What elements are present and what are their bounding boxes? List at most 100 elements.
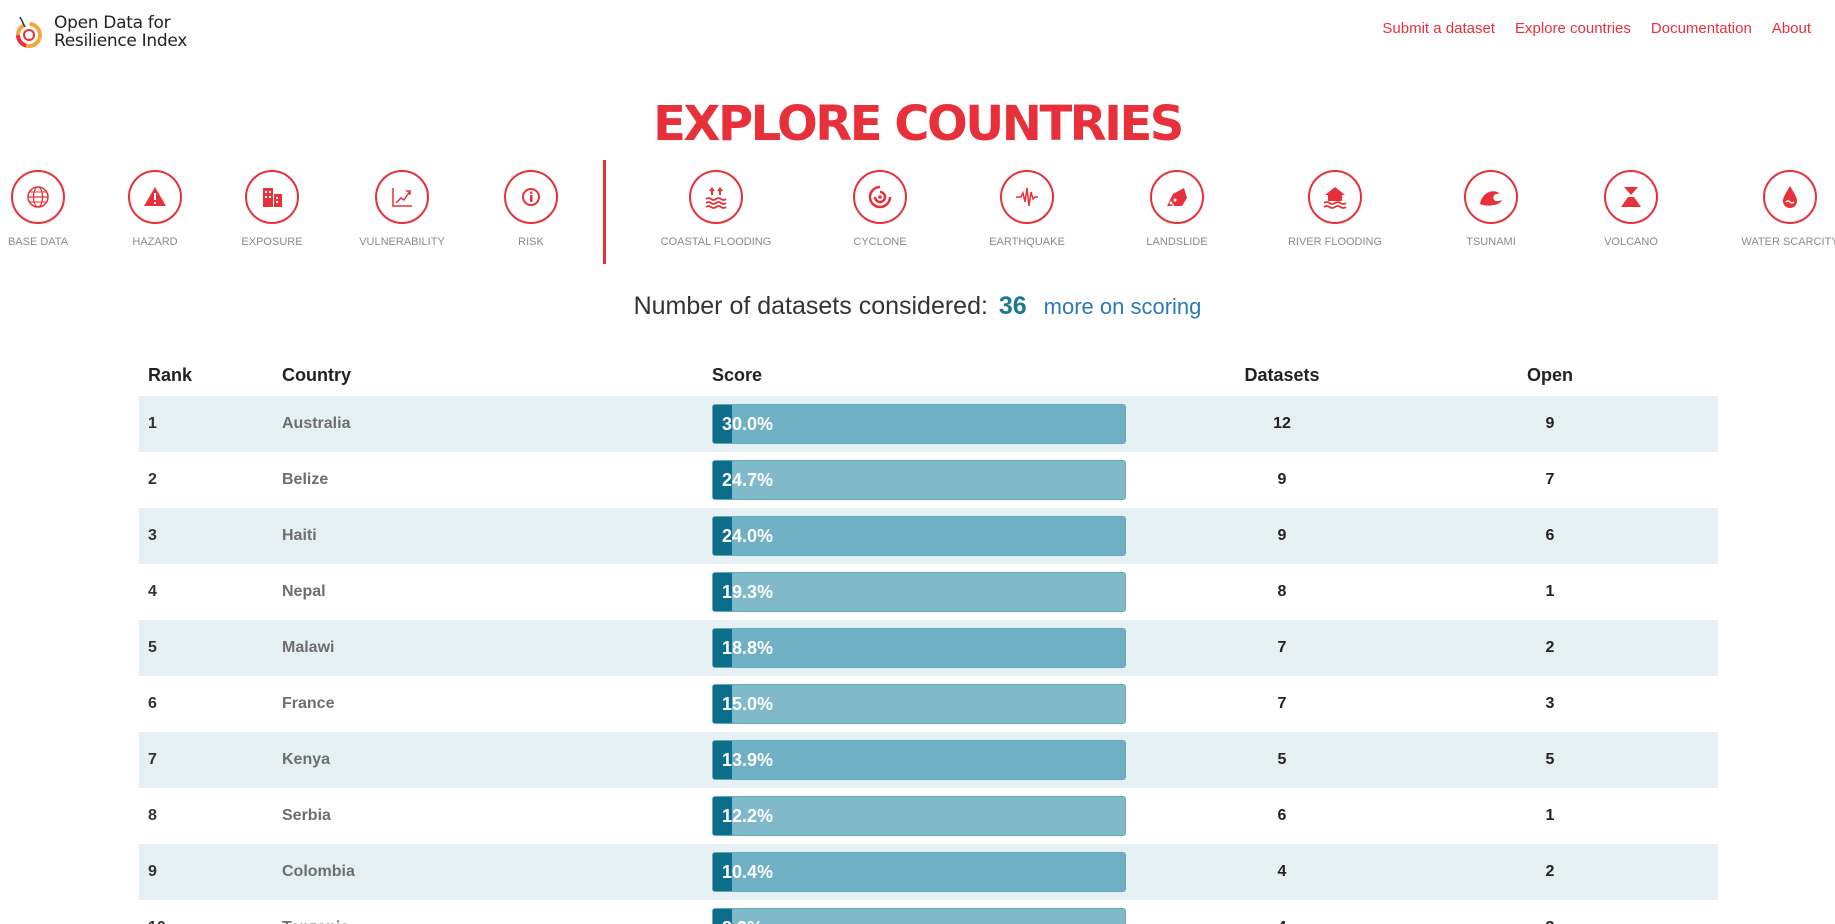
score-bar: 12.2% — [712, 796, 1126, 836]
row-rank: 3 — [148, 527, 157, 544]
table-row[interactable]: 7 Kenya 13.9% 5 5 — [139, 732, 1718, 788]
more-on-scoring-link[interactable]: more on scoring — [1043, 294, 1202, 319]
hazard-river-flooding[interactable]: RIVER FLOODING — [1270, 170, 1400, 248]
table-row[interactable]: 2 Belize 24.7% 9 7 — [139, 452, 1718, 508]
cyclone-icon — [853, 170, 907, 224]
nav-submit-dataset[interactable]: Submit a dataset — [1382, 20, 1495, 37]
category-vulnerability[interactable]: VULNERABILITY — [337, 170, 467, 248]
category-label: BASE DATA — [7, 236, 69, 248]
score-bar: 8.3% — [712, 908, 1126, 924]
table-row[interactable]: 10Tanzania 8.3% 43 — [139, 900, 1718, 924]
score-bar-fill — [713, 797, 732, 835]
trend-chart-icon — [375, 170, 429, 224]
datasets-count: 36 — [998, 292, 1027, 320]
category-exposure[interactable]: EXPOSURE — [207, 170, 337, 248]
datasets-label: Number of datasets considered: — [633, 292, 988, 320]
row-open: 1 — [1545, 807, 1555, 824]
header-score[interactable]: Score — [712, 364, 763, 385]
category-hazard[interactable]: HAZARD — [90, 170, 220, 248]
row-open: 2 — [1545, 639, 1555, 656]
hazard-label: EARTHQUAKE — [989, 236, 1065, 248]
hazard-label: WATER SCARCITY — [1741, 236, 1835, 248]
country-ranking-table: Rank Country Score Datasets Open 1 Austra… — [139, 354, 1718, 924]
row-rank: 5 — [148, 639, 157, 656]
row-score: 15.0% — [712, 684, 1182, 724]
score-bar: 19.3% — [712, 572, 1126, 612]
logo-text: Open Data for Resilience Index — [54, 14, 187, 50]
category-base-data[interactable]: BASE DATA — [0, 170, 103, 248]
table-row[interactable]: 8 Serbia 12.2% 6 1 — [139, 788, 1718, 844]
row-country-link[interactable]: Belize — [282, 471, 329, 488]
hazard-landslide[interactable]: LANDSLIDE — [1112, 170, 1242, 248]
score-bar-fill — [713, 461, 732, 499]
datasets-considered: Number of datasets considered: 36 more o… — [0, 292, 1835, 321]
score-bar: 24.7% — [712, 460, 1126, 500]
row-datasets: 9 — [1277, 471, 1287, 488]
score-value: 15.0% — [722, 694, 774, 714]
main-nav: Submit a dataset Explore countries Docum… — [1382, 20, 1811, 37]
row-datasets: 5 — [1277, 751, 1287, 768]
row-rank: 4 — [148, 583, 157, 600]
river-flooding-icon — [1308, 170, 1362, 224]
row-open: 3 — [1545, 695, 1555, 712]
header-country[interactable]: Country — [282, 364, 351, 385]
score-value: 19.3% — [722, 582, 774, 602]
row-country-link[interactable]: Tanzania — [282, 919, 712, 924]
row-country-link[interactable]: Serbia — [282, 807, 331, 824]
row-rank: 10 — [139, 919, 282, 924]
table-row[interactable]: 6 France 15.0% 7 3 — [139, 676, 1718, 732]
hazard-tsunami[interactable]: TSUNAMI — [1426, 170, 1556, 248]
row-country-link[interactable]: Colombia — [282, 863, 355, 880]
score-value: 13.9% — [722, 750, 774, 770]
page-title: EXPLORE COUNTRIES — [653, 96, 1184, 152]
row-score: 30.0% — [712, 404, 1182, 444]
row-country-link[interactable]: Haiti — [282, 527, 317, 544]
row-open: 5 — [1545, 751, 1555, 768]
score-bar-fill — [713, 405, 732, 443]
category-risk[interactable]: RISK — [466, 170, 596, 248]
row-country-link[interactable]: Malawi — [282, 639, 335, 656]
row-rank: 6 — [148, 695, 157, 712]
hazard-earthquake[interactable]: EARTHQUAKE — [962, 170, 1092, 248]
hazard-label: COASTAL FLOODING — [660, 236, 772, 248]
row-datasets: 12 — [1273, 415, 1291, 432]
row-country-link[interactable]: Kenya — [282, 751, 331, 768]
hazard-water-scarcity[interactable]: WATER SCARCITY — [1725, 170, 1835, 248]
hazard-coastal-flooding[interactable]: COASTAL FLOODING — [651, 170, 781, 248]
row-datasets: 7 — [1277, 639, 1287, 656]
row-country-link[interactable]: Nepal — [282, 583, 326, 600]
site-logo[interactable]: Open Data for Resilience Index — [12, 14, 187, 50]
table-row[interactable]: 9 Colombia 10.4% 4 2 — [139, 844, 1718, 900]
table-row[interactable]: 5 Malawi 18.8% 7 2 — [139, 620, 1718, 676]
row-rank: 1 — [148, 415, 157, 432]
row-score: 13.9% — [712, 740, 1182, 780]
row-country-link[interactable]: France — [282, 695, 335, 712]
row-country-link[interactable]: Australia — [282, 415, 351, 432]
header-open[interactable]: Open — [1526, 364, 1573, 385]
warning-icon — [128, 170, 182, 224]
globe-icon — [11, 170, 65, 224]
hazard-volcano[interactable]: VOLCANO — [1566, 170, 1696, 248]
row-datasets: 4 — [1182, 919, 1382, 924]
score-value: 24.7% — [722, 470, 774, 490]
score-bar: 15.0% — [712, 684, 1126, 724]
category-label: VULNERABILITY — [359, 236, 445, 248]
hazard-cyclone[interactable]: CYCLONE — [815, 170, 945, 248]
row-datasets: 9 — [1277, 527, 1287, 544]
header-datasets[interactable]: Datasets — [1244, 364, 1320, 385]
building-icon — [245, 170, 299, 224]
table-row[interactable]: 4 Nepal 19.3% 8 1 — [139, 564, 1718, 620]
nav-documentation[interactable]: Documentation — [1650, 20, 1752, 37]
score-bar: 18.8% — [712, 628, 1126, 668]
nav-explore-countries[interactable]: Explore countries — [1514, 20, 1631, 37]
row-score: 24.0% — [712, 516, 1182, 556]
score-bar: 24.0% — [712, 516, 1126, 556]
category-label: HAZARD — [132, 236, 178, 248]
nav-about[interactable]: About — [1771, 20, 1811, 37]
header-rank[interactable]: Rank — [148, 364, 193, 385]
score-bar: 10.4% — [712, 852, 1126, 892]
table-row[interactable]: 1 Australia 30.0% 12 9 — [139, 396, 1718, 452]
category-filter-bar: BASE DATA HAZARD EXPOSURE VULNERABILITY … — [0, 160, 1835, 264]
score-value: 24.0% — [722, 526, 774, 546]
table-row[interactable]: 3 Haiti 24.0% 9 6 — [139, 508, 1718, 564]
